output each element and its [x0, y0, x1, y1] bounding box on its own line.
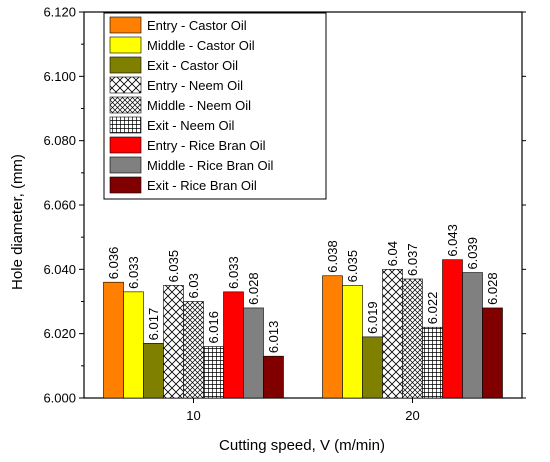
y-tick-label: 6.060 [43, 198, 76, 213]
bar [123, 291, 144, 399]
legend-swatch [109, 16, 142, 34]
data-label: 6.019 [365, 301, 380, 334]
bar [482, 307, 503, 399]
data-label: 6.038 [325, 240, 340, 273]
bar [342, 285, 363, 399]
data-label: 6.037 [405, 243, 420, 276]
bar [462, 272, 483, 399]
data-label: 6.035 [166, 250, 181, 283]
data-label: 6.013 [266, 321, 281, 354]
data-label: 6.033 [126, 256, 141, 289]
legend-label: Middle - Castor Oil [147, 38, 255, 53]
data-label: 6.017 [146, 308, 161, 341]
data-label: 6.016 [206, 311, 221, 344]
y-tick-label: 6.040 [43, 262, 76, 277]
legend-label: Entry - Castor Oil [147, 18, 247, 33]
legend: Entry - Castor Oil Middle - Castor Oil Exi… [103, 12, 327, 200]
legend-swatch [109, 136, 142, 154]
legend-label: Middle - Neem Oil [147, 98, 251, 113]
data-label: 6.04 [385, 241, 400, 266]
legend-swatch [109, 96, 142, 114]
x-tick-label: 20 [405, 408, 419, 423]
bar [422, 326, 443, 399]
legend-swatch [109, 176, 142, 194]
legend-swatch [109, 36, 142, 54]
data-label: 6.043 [445, 224, 460, 257]
bar [163, 285, 184, 399]
bar [263, 355, 284, 399]
legend-label: Exit - Neem Oil [147, 118, 235, 133]
data-label: 6.03 [186, 273, 201, 298]
data-label: 6.035 [345, 250, 360, 283]
legend-label: Entry - Rice Bran Oil [147, 138, 266, 153]
data-label: 6.036 [106, 247, 121, 280]
bar [183, 301, 204, 399]
y-axis-title: Hole diameter, (mm) [9, 154, 26, 290]
y-tick-label: 6.120 [43, 5, 76, 20]
bar [362, 336, 383, 399]
bar [243, 307, 264, 399]
bar [223, 291, 244, 399]
x-axis-title: Cutting speed, V (m/min) [219, 437, 385, 454]
y-tick-label: 6.080 [43, 133, 76, 148]
legend-label: Exit - Castor Oil [147, 58, 238, 73]
bar [203, 346, 224, 399]
bar [402, 278, 423, 399]
legend-label: Entry - Neem Oil [147, 78, 243, 93]
bar [382, 269, 403, 399]
y-tick-label: 6.100 [43, 69, 76, 84]
x-tick-label: 10 [186, 408, 200, 423]
legend-swatch [109, 76, 142, 94]
bar [103, 281, 124, 399]
data-labels: 6.036 6.038 6.033 6.035 6.017 6.019 6.035 6.04 6… [106, 224, 500, 353]
legend-swatch [109, 116, 142, 134]
y-tick-label: 6.020 [43, 326, 76, 341]
data-label: 6.028 [246, 272, 261, 305]
y-axis: 6.000 6.020 6.040 6.060 6.080 6.100 6.120 [43, 5, 526, 406]
bars [103, 259, 503, 399]
data-label: 6.033 [226, 256, 241, 289]
data-label: 6.028 [485, 272, 500, 305]
bar [322, 275, 343, 399]
x-axis: 10 20 [186, 398, 420, 423]
y-tick-label: 6.000 [43, 391, 76, 406]
bar [442, 259, 463, 399]
bar [143, 343, 164, 399]
legend-swatch [109, 156, 142, 174]
legend-label: Middle - Rice Bran Oil [147, 158, 274, 173]
data-label: 6.022 [425, 292, 440, 325]
legend-label: Exit - Rice Bran Oil [147, 178, 257, 193]
data-label: 6.039 [465, 237, 480, 270]
legend-swatch [109, 56, 142, 74]
